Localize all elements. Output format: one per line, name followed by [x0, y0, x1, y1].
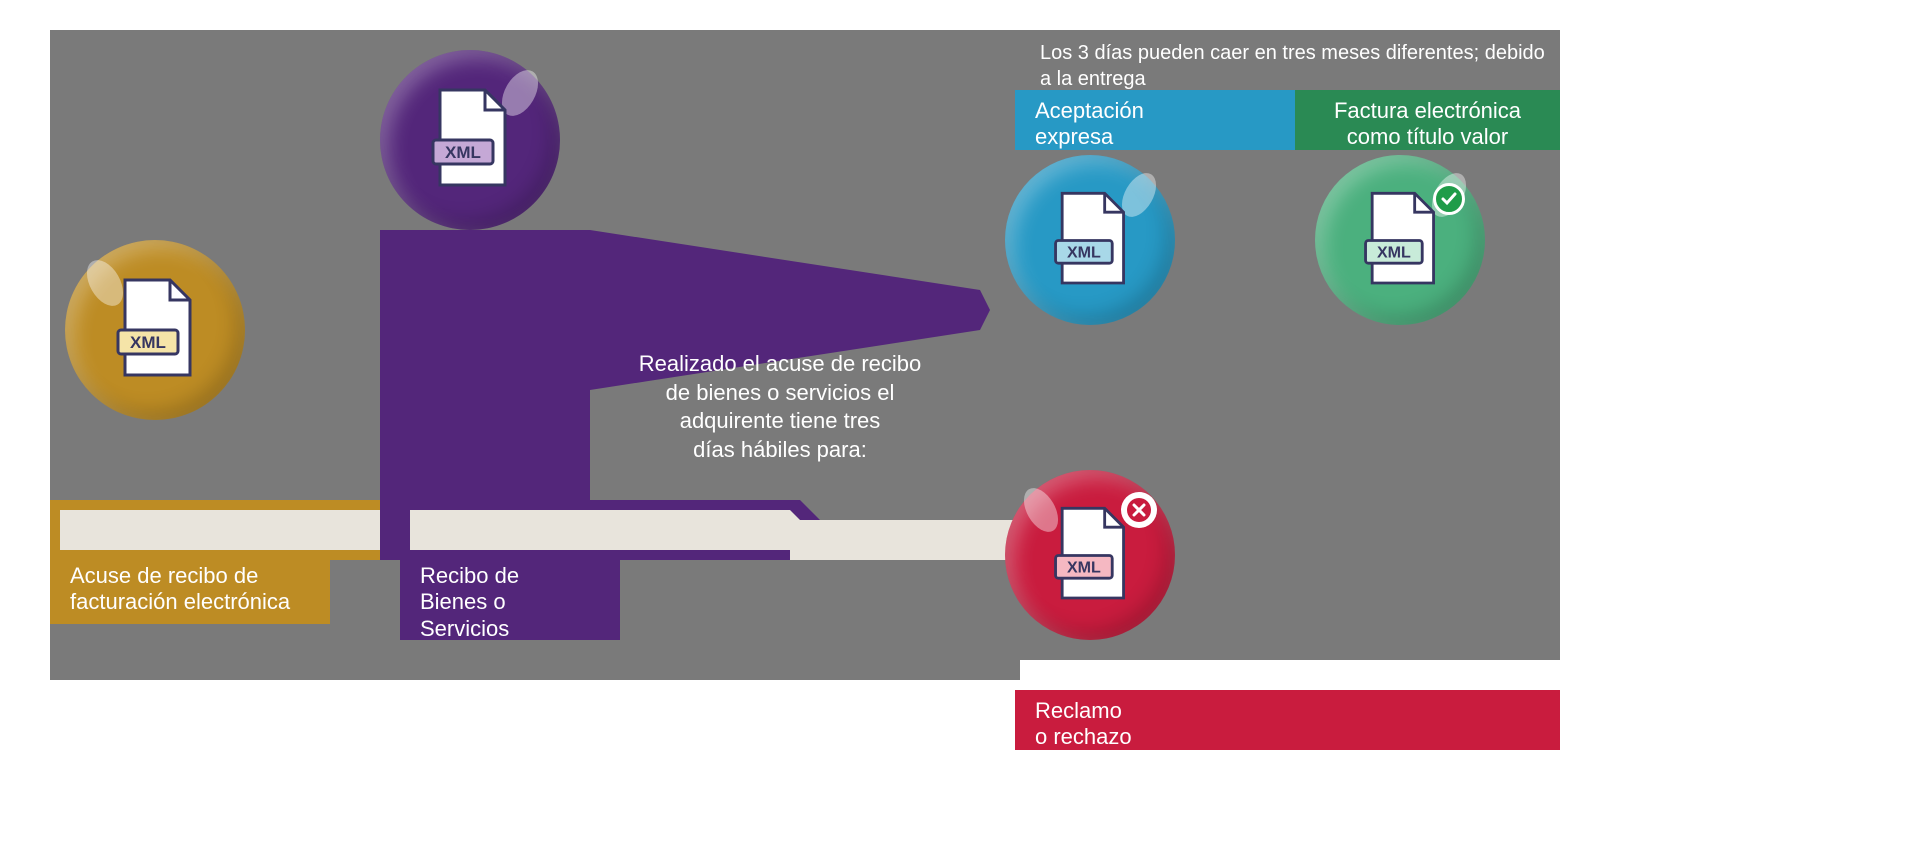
step3a-file-icon: XML: [1048, 188, 1133, 293]
step1-file-icon: XML: [110, 275, 200, 385]
step1-circle: XML: [65, 240, 245, 420]
svg-text:XML: XML: [445, 143, 481, 162]
svg-text:XML: XML: [1376, 243, 1410, 261]
step2-file-icon: XML: [425, 85, 515, 195]
svg-text:XML: XML: [1066, 558, 1100, 576]
step3a-circle: XML: [1005, 155, 1175, 325]
step3b-file-icon: XML: [1048, 503, 1133, 608]
bg-band-bottom: [50, 640, 1020, 680]
center-text-content: Realizado el acuse de recibode bienes o …: [639, 351, 922, 462]
step3a-label-text: Aceptaciónexpresa: [1035, 98, 1144, 149]
check-icon: [1433, 183, 1465, 215]
step3b-circle: XML: [1005, 470, 1175, 640]
step1-label: Acuse de recibo defacturación electrónic…: [50, 555, 330, 624]
step2-label-text: Recibo deBienes o Servicios: [420, 563, 519, 641]
top-text-line1: Los 3 días pueden caer en tres meses dif…: [1040, 40, 1560, 92]
x-icon: [1121, 492, 1157, 528]
step2-label: Recibo deBienes o Servicios: [400, 555, 620, 650]
svg-text:XML: XML: [1066, 243, 1100, 261]
step4-label: Factura electrónicacomo título valor: [1295, 90, 1560, 150]
step4-label-text: Factura electrónicacomo título valor: [1334, 98, 1521, 149]
step3a-label: Aceptaciónexpresa: [1015, 90, 1295, 150]
step3b-label: Reclamoo rechazo: [1015, 690, 1560, 750]
step2-circle: XML: [380, 50, 560, 230]
center-text: Realizado el acuse de recibode bienes o …: [620, 350, 940, 464]
svg-text:XML: XML: [130, 333, 166, 352]
step4-circle: XML: [1315, 155, 1485, 325]
step3b-label-text: Reclamoo rechazo: [1035, 698, 1132, 749]
step1-label-text: Acuse de recibo defacturación electrónic…: [70, 563, 290, 614]
step4-file-icon: XML: [1358, 188, 1443, 293]
